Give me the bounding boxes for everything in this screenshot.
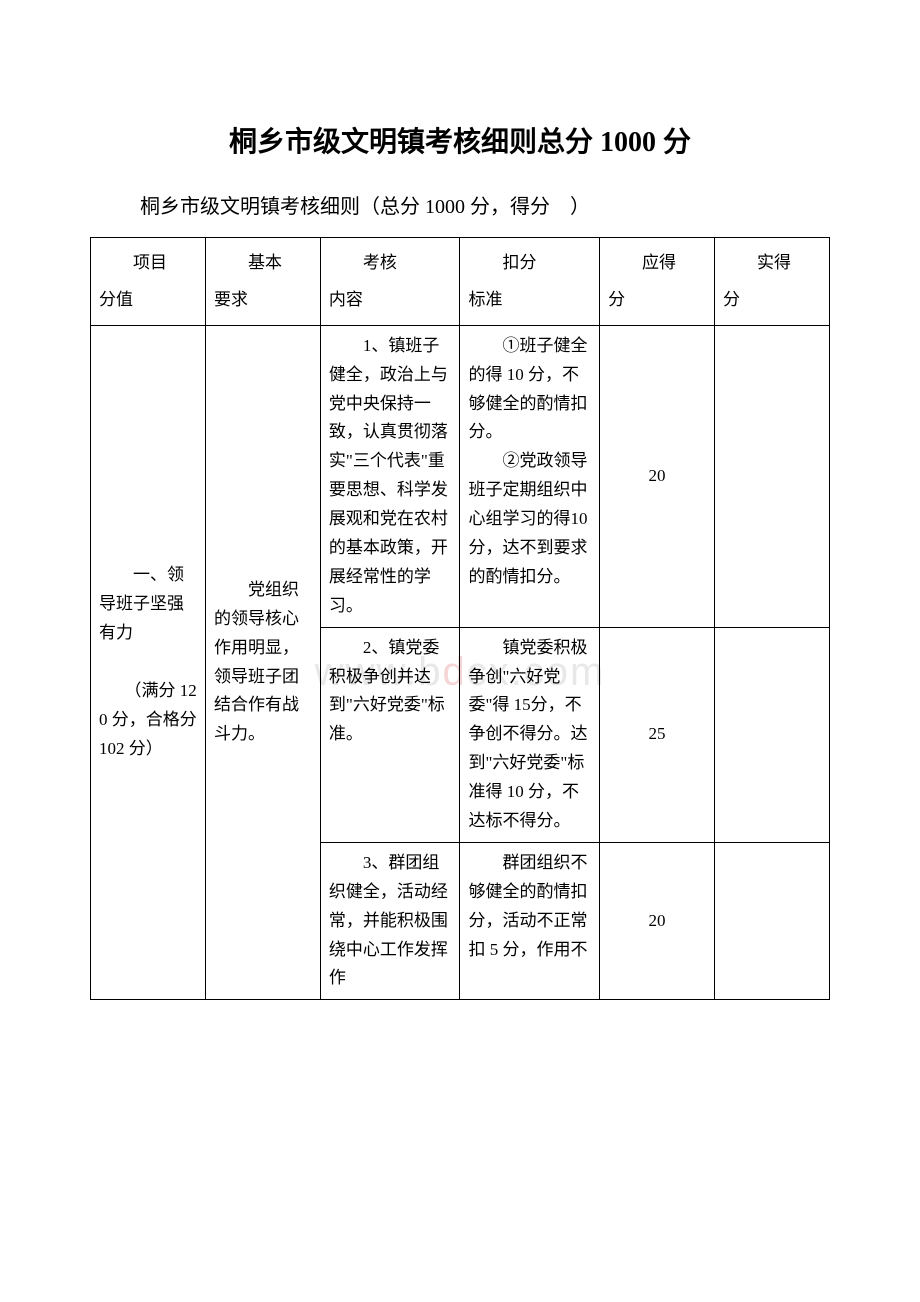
- assess-cell: 1、镇班子健全，政治上与党中央保持一致，认真贯彻落实"三个代表"重要思想、科学发…: [320, 325, 460, 627]
- actual-cell: [715, 627, 830, 842]
- header-expected: 应得分: [600, 238, 715, 326]
- score-cell: 20: [600, 842, 715, 999]
- category-cell: 一、领导班子坚强有力 （满分 120 分，合格分102 分）: [91, 325, 206, 1000]
- page-subtitle: 桐乡市级文明镇考核细则（总分 1000 分，得分 ）: [90, 190, 830, 219]
- header-deduct: 扣分标准: [460, 238, 600, 326]
- deduct-cell: 镇党委积极争创"六好党委"得 15分，不争创不得分。达到"六好党委"标准得 10…: [460, 627, 600, 842]
- score-cell: 20: [600, 325, 715, 627]
- header-project: 项目分值: [91, 238, 206, 326]
- header-actual: 实得分: [715, 238, 830, 326]
- deduct-cell: 群团组织不够健全的酌情扣分，活动不正常扣 5 分，作用不: [460, 842, 600, 999]
- deduct-cell: ①班子健全的得 10 分，不够健全的酌情扣分。 ②党政领导班子定期组织中心组学习…: [460, 325, 600, 627]
- table-row: 一、领导班子坚强有力 （满分 120 分，合格分102 分） 党组织的领导核心作…: [91, 325, 830, 627]
- table-header-row: 项目分值 基本要求 考核内容 扣分标准 应得分 实得分: [91, 238, 830, 326]
- assessment-table: 项目分值 基本要求 考核内容 扣分标准 应得分 实得分 一、领导班子坚强有力: [90, 237, 830, 1000]
- assess-cell: 2、镇党委积极争创并达到"六好党委"标准。: [320, 627, 460, 842]
- header-requirement: 基本要求: [205, 238, 320, 326]
- assess-cell: 3、群团组织健全，活动经常，并能积极围绕中心工作发挥作: [320, 842, 460, 999]
- page-title: 桐乡市级文明镇考核细则总分 1000 分: [90, 120, 830, 160]
- actual-cell: [715, 842, 830, 999]
- header-assess: 考核内容: [320, 238, 460, 326]
- actual-cell: [715, 325, 830, 627]
- requirement-cell: 党组织的领导核心作用明显，领导班子团结合作有战斗力。: [205, 325, 320, 1000]
- score-cell: 25: [600, 627, 715, 842]
